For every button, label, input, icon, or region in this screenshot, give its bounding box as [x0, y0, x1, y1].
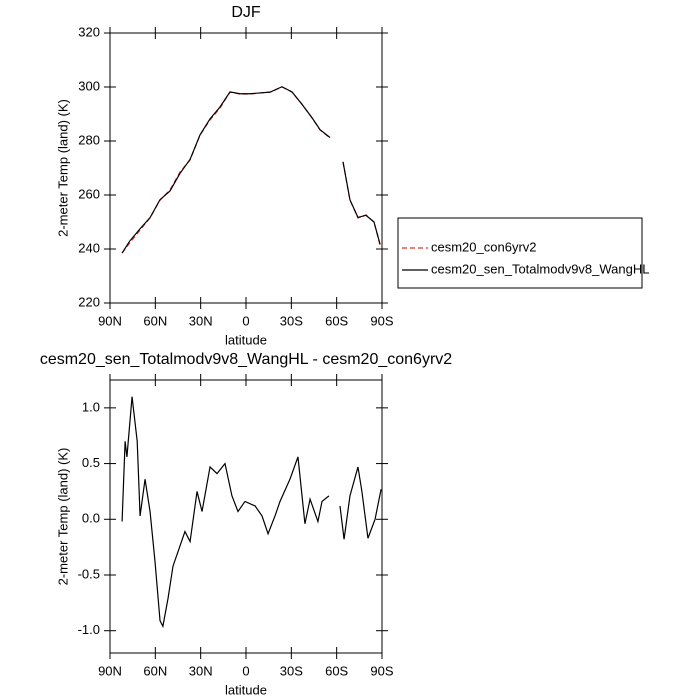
x-tick-label: 30S	[280, 663, 303, 678]
y-tick-label: 280	[78, 132, 100, 147]
plot-frame	[109, 32, 383, 304]
y-axis-label: 2-meter Temp (land) (K)	[55, 99, 70, 237]
y-tick-label: 0.5	[82, 455, 100, 470]
x-tick-label: 60S	[325, 313, 348, 328]
y-tick-label: -1.0	[78, 622, 100, 637]
x-axis-label: latitude	[225, 682, 267, 697]
x-tick-label: 60S	[325, 663, 348, 678]
x-tick-label: 30N	[189, 663, 213, 678]
y-tick-label: 1.0	[82, 399, 100, 414]
legend-box	[397, 217, 643, 289]
x-tick-label: 90N	[98, 663, 122, 678]
chart-title: DJF	[231, 4, 261, 21]
y-tick-label: 220	[78, 294, 100, 309]
x-tick-label: 90S	[370, 313, 393, 328]
series-line	[121, 86, 381, 254]
y-tick-label: 0.0	[82, 511, 100, 526]
x-tick-label: 30S	[280, 313, 303, 328]
y-axis-label: 2-meter Temp (land) (K)	[55, 448, 70, 586]
y-tick-label: 260	[78, 186, 100, 201]
legend-label: cesm20_sen_Totalmodv9v8_WangHL	[431, 261, 649, 276]
x-tick-label: 60N	[143, 313, 167, 328]
legend-label: cesm20_con6yrv2	[431, 239, 537, 254]
x-tick-label: 60N	[143, 663, 167, 678]
y-tick-label: 240	[78, 240, 100, 255]
x-tick-label: 90N	[98, 313, 122, 328]
y-tick-label: -0.5	[78, 566, 100, 581]
chart-title: cesm20_sen_Totalmodv9v8_WangHL - cesm20_…	[40, 351, 452, 368]
x-tick-label: 0	[242, 313, 249, 328]
x-axis-label: latitude	[225, 332, 267, 347]
series-line	[121, 396, 382, 629]
x-tick-label: 30N	[189, 313, 213, 328]
y-tick-label: 300	[78, 78, 100, 93]
x-tick-label: 90S	[370, 663, 393, 678]
series-line	[121, 86, 381, 254]
y-tick-label: 320	[78, 24, 100, 39]
x-tick-label: 0	[242, 663, 249, 678]
